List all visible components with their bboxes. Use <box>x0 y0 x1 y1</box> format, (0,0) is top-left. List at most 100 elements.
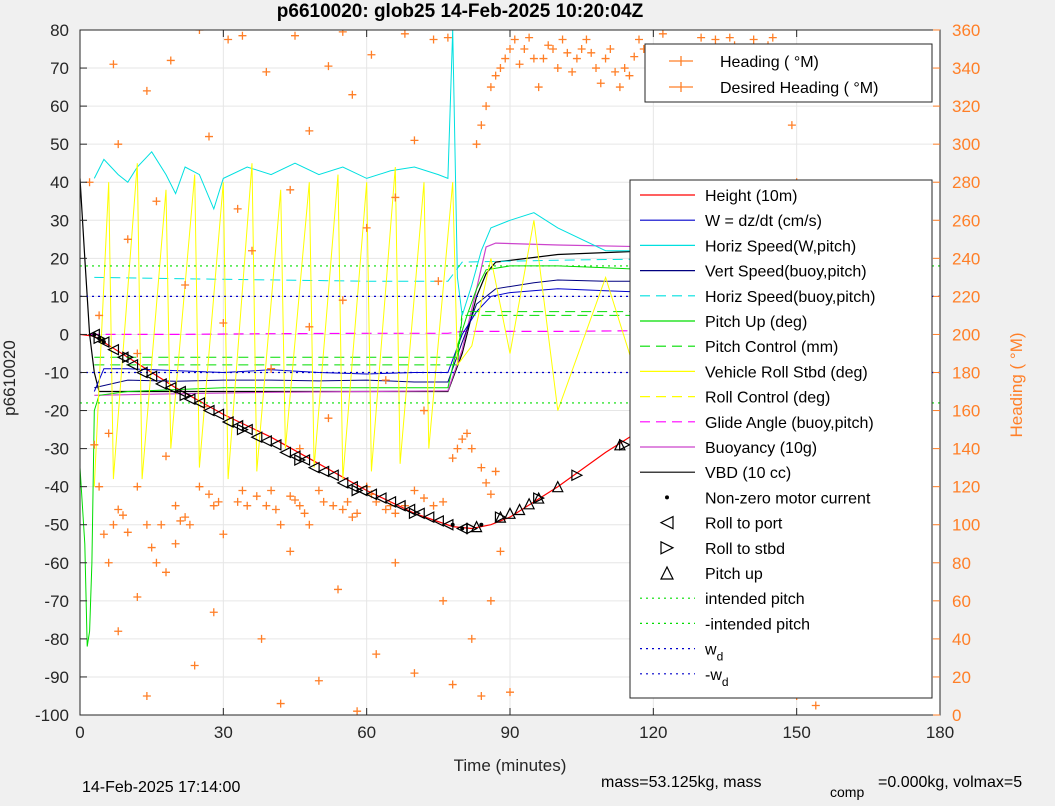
heading-point <box>725 33 734 42</box>
heading-point <box>420 406 428 415</box>
legend-label: Glide Angle (buoy,pitch) <box>705 415 874 432</box>
heading-point <box>496 547 505 556</box>
y-tick-label: 40 <box>50 173 69 192</box>
roll-to-port-marker <box>97 336 110 349</box>
y-tick-label: 60 <box>50 97 69 116</box>
heading-point <box>453 444 462 453</box>
y-tick-label: -30 <box>44 440 69 459</box>
heading-point <box>587 48 596 57</box>
heading-point <box>367 50 376 59</box>
roll-to-port-marker <box>307 461 320 474</box>
footer-mass: mass=53.125kg, mass <box>601 774 762 791</box>
series-roll <box>93 163 817 487</box>
legend-label: Roll to stbd <box>705 541 785 558</box>
legend-label-subscript: d <box>722 675 729 689</box>
y-tick-label: 20 <box>50 249 69 268</box>
heading-point <box>787 121 796 130</box>
pitch-up-marker <box>532 491 545 504</box>
heading-point <box>467 634 476 643</box>
roll-to-port-marker <box>336 476 349 489</box>
legend-label: VBD (10 cc) <box>705 465 791 482</box>
y-tick-label: 30 <box>50 211 69 230</box>
heading-point <box>238 31 247 40</box>
y-axis-label: p6610020 <box>0 340 19 416</box>
heading-point <box>243 501 252 510</box>
y-tick-label: -10 <box>44 364 69 383</box>
heading-point <box>329 501 338 510</box>
heading-point <box>238 486 247 495</box>
roll-to-port-marker <box>145 370 158 383</box>
heading-point <box>305 520 314 529</box>
heading-point <box>458 435 467 444</box>
y2-tick-label: 60 <box>952 592 971 611</box>
legend-swatch <box>660 565 674 580</box>
legend-heading-label: Desired Heading ( °M) <box>720 80 878 97</box>
heading-point <box>372 650 381 659</box>
heading-point <box>582 35 591 44</box>
legend-heading-swatch <box>669 82 693 92</box>
series-pitch_control_low <box>94 314 821 366</box>
heading-point <box>162 452 170 461</box>
legend-label: Vehicle Roll Stbd (deg) <box>705 364 868 381</box>
chart-title: p6610020: glob25 14-Feb-2025 10:20:04Z <box>277 1 644 22</box>
roll-to-port-marker <box>250 431 263 444</box>
y2-axis-label: Heading ( °M) <box>1007 332 1026 437</box>
heading-point <box>152 197 161 206</box>
heading-point <box>482 102 491 111</box>
heading-point <box>434 277 443 286</box>
heading-point <box>171 539 180 548</box>
heading-point <box>305 322 314 331</box>
heading-point <box>209 608 218 617</box>
roll-to-stbd-marker <box>179 389 192 402</box>
heading-point <box>95 482 104 491</box>
heading-point <box>391 558 400 567</box>
heading-point <box>286 547 295 556</box>
y2-tick-label: 180 <box>952 364 980 383</box>
legend-label-subscript: d <box>717 650 724 664</box>
y2-tick-label: 120 <box>952 478 980 497</box>
heading-point <box>463 429 471 438</box>
heading-point <box>324 414 333 423</box>
heading-point <box>491 71 500 80</box>
legend-label: W = dz/dt (cm/s) <box>705 213 822 230</box>
legend-heading-box <box>644 43 933 103</box>
heading-point <box>157 520 166 529</box>
legend-label: Roll Control (deg) <box>705 390 830 407</box>
heading-point <box>477 691 486 700</box>
x-axis-label: Time (minutes) <box>454 756 567 775</box>
heading-point <box>558 35 567 44</box>
heading-point <box>749 35 758 44</box>
heading-point <box>429 501 438 510</box>
heading-point <box>448 680 457 689</box>
heading-point <box>338 296 347 305</box>
roll-to-port-marker <box>317 465 330 478</box>
heading-point <box>635 35 643 44</box>
y-tick-label: -80 <box>44 630 69 649</box>
heading-point <box>577 45 586 54</box>
heading-point <box>486 490 495 499</box>
roll-to-port-marker <box>193 396 206 409</box>
y-tick-label: -100 <box>35 706 69 725</box>
heading-point <box>166 56 175 65</box>
roll-to-port-marker <box>269 438 282 451</box>
y-tick-label: -40 <box>44 478 69 497</box>
heading-point <box>314 676 323 685</box>
heading-point <box>334 585 342 594</box>
heading-point <box>472 140 481 149</box>
roll-to-port-marker <box>279 446 292 459</box>
roll-to-port-marker <box>221 416 234 428</box>
heading-point <box>362 223 371 232</box>
pitch-up-marker <box>504 506 516 519</box>
y2-tick-label: 340 <box>952 59 980 78</box>
heading-point <box>147 543 156 552</box>
heading-point <box>262 501 271 510</box>
legend-label: Roll to port <box>705 516 783 533</box>
y-tick-label: -60 <box>44 554 69 573</box>
heading-point <box>348 90 357 99</box>
x-tick-label: 180 <box>926 723 954 742</box>
heading-point <box>181 280 190 289</box>
heading-point <box>348 513 357 522</box>
heading-point <box>109 60 118 69</box>
